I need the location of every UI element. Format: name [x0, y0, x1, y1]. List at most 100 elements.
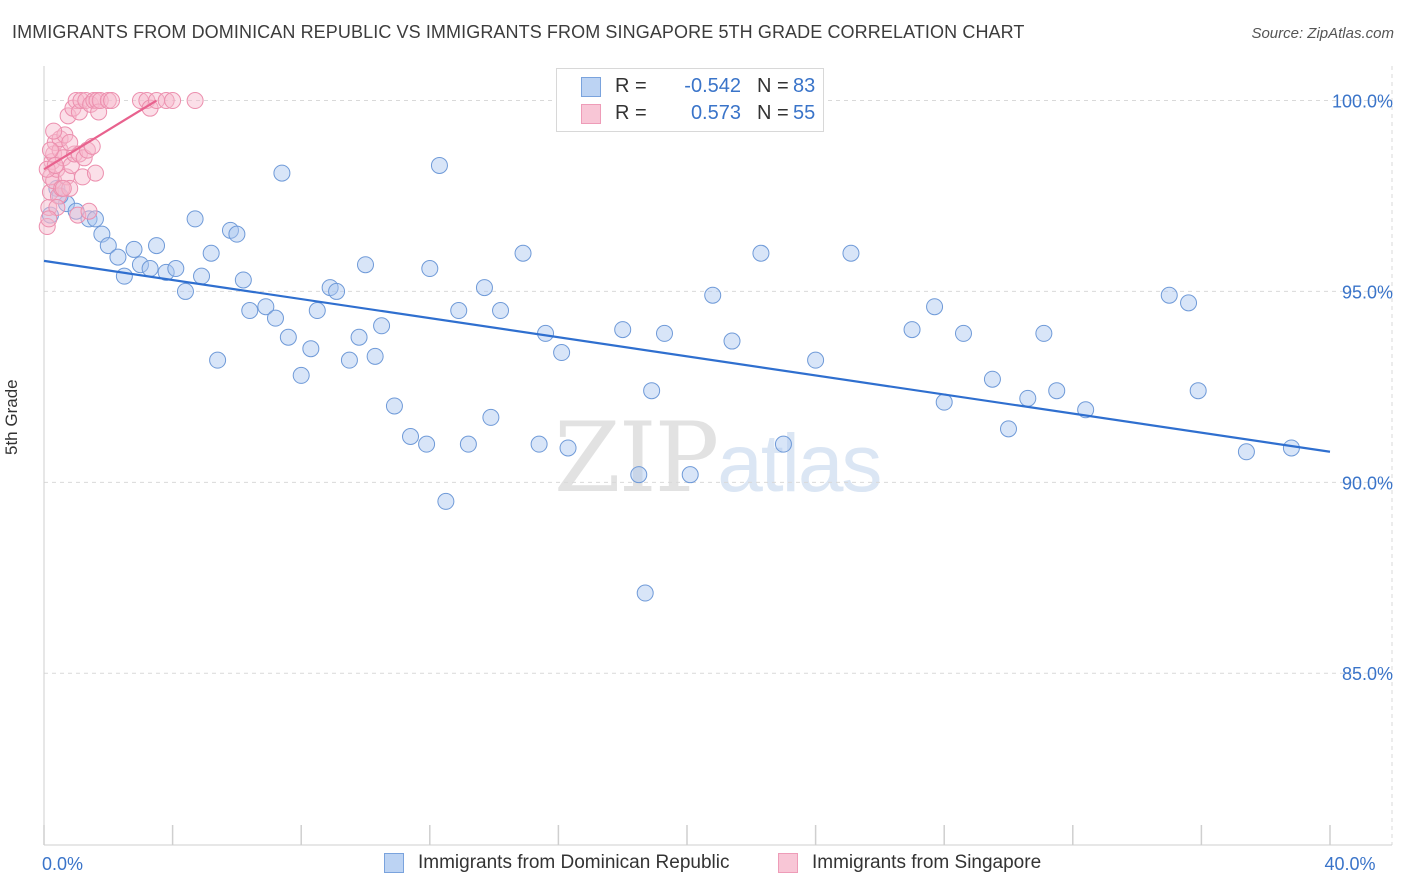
data-point	[530, 435, 548, 453]
legend-n-value: 55	[793, 102, 816, 124]
data-point	[234, 271, 252, 289]
gridlines	[44, 66, 1393, 845]
data-point	[903, 321, 921, 339]
data-point	[273, 164, 291, 182]
data-point	[1019, 389, 1037, 407]
stats-legend: R = -0.542 N = 83 R = 0.573 N = 55	[556, 68, 824, 132]
data-point	[186, 92, 204, 110]
data-point	[1000, 420, 1017, 438]
data-point	[228, 225, 246, 243]
data-point	[373, 317, 391, 335]
data-point	[131, 256, 149, 274]
trend-line-pink	[43, 99, 158, 171]
data-point	[1180, 294, 1198, 312]
data-point	[167, 260, 185, 278]
data-point	[983, 370, 1001, 388]
data-point	[807, 351, 825, 369]
data-point	[704, 286, 722, 304]
data-point	[109, 248, 127, 266]
data-point	[1035, 324, 1053, 342]
data-point	[1160, 286, 1178, 304]
data-point	[514, 244, 532, 262]
series-dominican-republic-points	[41, 156, 1300, 602]
data-point	[1077, 401, 1095, 419]
data-point	[99, 237, 117, 255]
x-tick-label: 0.0%	[42, 854, 83, 874]
data-point	[202, 244, 220, 262]
series-singapore-points	[38, 92, 204, 236]
data-point	[69, 206, 87, 224]
data-point	[752, 244, 770, 262]
data-point	[157, 92, 175, 110]
data-point	[954, 324, 972, 342]
data-point	[292, 366, 310, 384]
legend-r-label: R =	[615, 102, 647, 124]
data-point	[86, 164, 104, 182]
data-point	[553, 344, 571, 362]
source-label: Source: ZipAtlas.com	[1251, 25, 1394, 42]
legend-n-label: N =	[757, 102, 789, 124]
data-point	[1237, 443, 1255, 461]
data-point	[157, 263, 175, 281]
data-point	[350, 328, 368, 346]
data-point	[193, 267, 211, 285]
watermark: ZIPatlas	[554, 402, 882, 514]
data-point	[357, 256, 374, 274]
data-point	[115, 267, 133, 285]
watermark-atlas: atlas	[717, 418, 882, 509]
data-point	[209, 351, 227, 369]
data-point	[340, 351, 358, 369]
y-tick-label: 100.0%	[1332, 92, 1393, 112]
legend-swatch-pink	[581, 104, 601, 124]
data-point	[636, 584, 654, 602]
y-tick-label: 85.0%	[1342, 664, 1393, 684]
data-point	[266, 309, 284, 327]
data-point	[103, 92, 121, 110]
data-point	[366, 347, 384, 365]
data-point	[41, 141, 59, 159]
data-point	[66, 145, 84, 163]
bottom-legend-label: Immigrants from Dominican Republic	[418, 852, 730, 873]
data-point	[125, 240, 143, 258]
data-point	[74, 168, 92, 186]
data-point	[141, 260, 159, 278]
data-point	[385, 397, 403, 415]
data-point	[430, 156, 448, 174]
tick-labels: 100.0% 95.0% 90.0% 85.0% 0.0% 40.0%	[42, 92, 1393, 874]
bottom-legend-swatch-pink	[778, 853, 798, 873]
data-point	[279, 328, 297, 346]
data-point	[421, 260, 439, 278]
data-point	[41, 183, 59, 201]
data-point	[926, 298, 944, 316]
watermark-zip: ZIP	[554, 402, 719, 514]
data-point	[1189, 382, 1207, 400]
data-point	[475, 279, 493, 297]
data-point	[241, 302, 259, 320]
data-point	[643, 382, 661, 400]
data-point	[459, 435, 477, 453]
data-point	[148, 237, 166, 255]
y-tick-label: 95.0%	[1342, 282, 1393, 302]
trend-line-blue	[43, 259, 1331, 453]
data-point	[67, 92, 85, 110]
data-point	[450, 302, 468, 320]
data-point	[302, 340, 320, 358]
legend-r-value: 0.573	[690, 102, 741, 124]
data-point	[176, 282, 194, 300]
data-point	[46, 156, 64, 174]
data-point	[842, 244, 860, 262]
y-tick-label: 90.0%	[1342, 473, 1393, 493]
y-axis-label: 5th Grade	[2, 379, 21, 455]
axes	[43, 66, 1392, 846]
data-point	[61, 134, 79, 152]
data-point	[723, 332, 741, 350]
legend-r-value: -0.542	[684, 75, 741, 97]
data-point	[61, 179, 79, 197]
data-point	[308, 302, 326, 320]
data-point	[402, 428, 420, 446]
bottom-legend-label: Immigrants from Singapore	[812, 852, 1042, 873]
data-point	[164, 92, 182, 110]
data-point	[1048, 382, 1066, 400]
data-point	[186, 210, 204, 228]
